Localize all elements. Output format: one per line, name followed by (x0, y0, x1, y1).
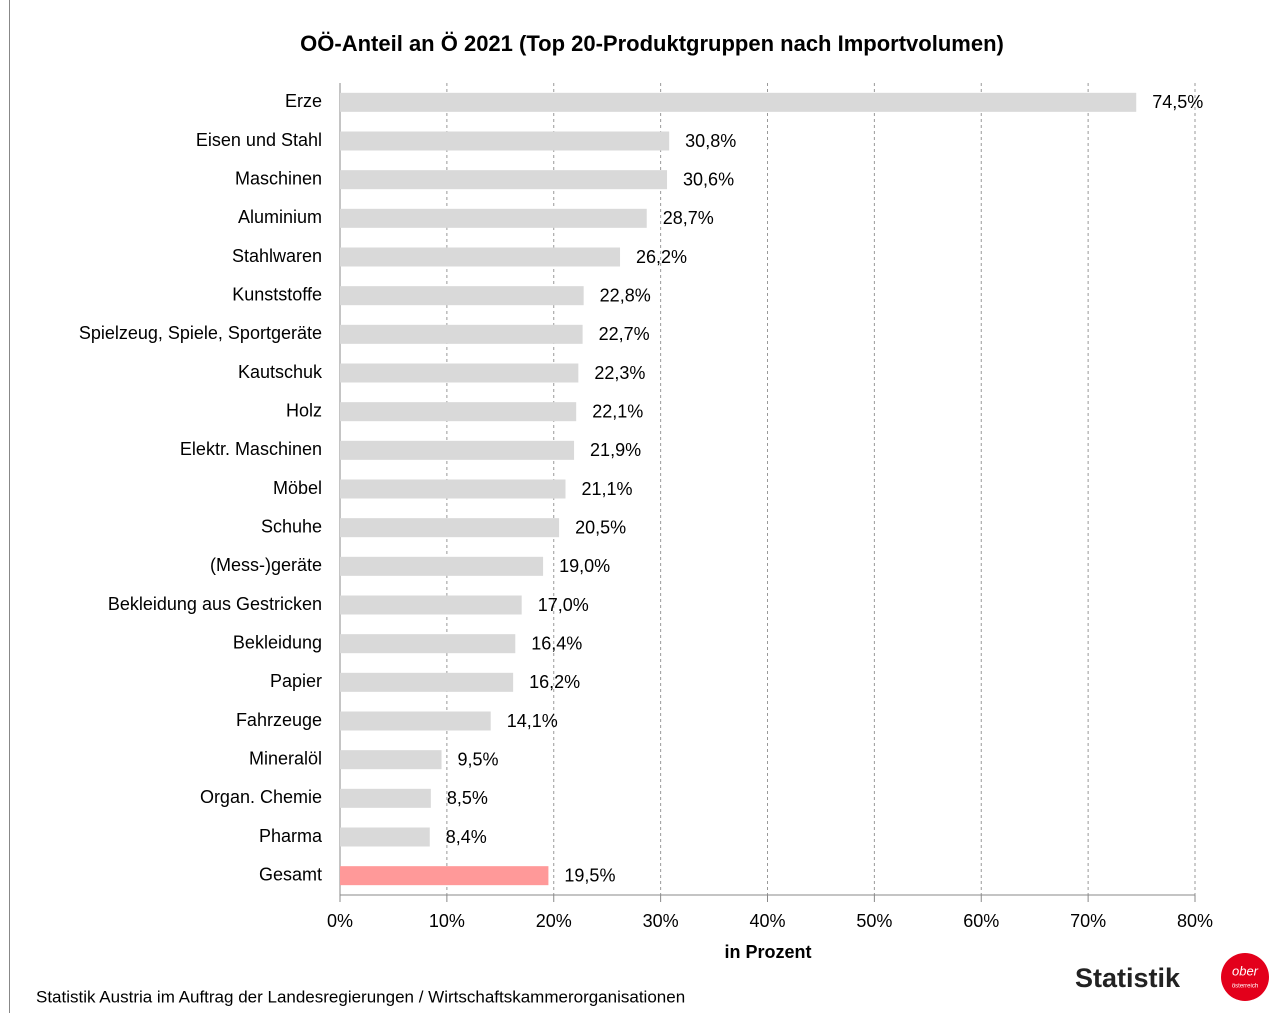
bar (340, 247, 621, 267)
bar (340, 324, 583, 344)
data-label: 19,0% (559, 556, 610, 576)
x-tick-label: 60% (963, 911, 999, 931)
data-label: 9,5% (458, 749, 499, 769)
x-tick-label: 10% (429, 911, 465, 931)
data-label: 22,1% (592, 401, 643, 421)
y-tick-label: Maschinen (235, 168, 322, 188)
data-label: 16,2% (529, 672, 580, 692)
bar (340, 634, 516, 654)
data-label: 14,1% (507, 711, 558, 731)
data-label: 22,7% (599, 324, 650, 344)
data-label: 22,8% (600, 285, 651, 305)
y-tick-label: Kautschuk (238, 362, 323, 382)
data-label: 26,2% (636, 247, 687, 267)
chart-title: OÖ-Anteil an Ö 2021 (Top 20-Produktgrupp… (300, 31, 1004, 56)
bar (340, 788, 431, 808)
y-tick-label: Möbel (273, 478, 322, 498)
y-tick-label: Papier (270, 671, 322, 691)
logo-text: Statistik (1075, 963, 1181, 993)
y-tick-label: Schuhe (261, 516, 322, 536)
bar (340, 363, 579, 383)
data-label: 30,8% (685, 131, 736, 151)
bar (340, 131, 670, 151)
y-tick-label: Organ. Chemie (200, 787, 322, 807)
data-label: 22,3% (594, 363, 645, 383)
bar (340, 402, 577, 422)
bar (340, 208, 647, 228)
bar (340, 286, 584, 306)
bar (340, 595, 522, 615)
y-tick-label: Aluminium (238, 207, 322, 227)
bar (340, 479, 566, 499)
y-tick-label: Pharma (259, 826, 323, 846)
data-label: 20,5% (575, 517, 626, 537)
logo-badge-text: ober (1232, 963, 1259, 978)
bar (340, 866, 549, 886)
source: Statistik Austria im Auftrag der Landesr… (36, 987, 685, 1006)
x-tick-label: 40% (749, 911, 785, 931)
data-label: 8,4% (446, 827, 487, 847)
x-tick-label: 20% (536, 911, 572, 931)
data-label: 74,5% (1152, 92, 1203, 112)
bar (340, 92, 1137, 112)
data-label: 21,1% (582, 479, 633, 499)
y-tick-label: Kunststoffe (232, 284, 322, 304)
bar (340, 827, 430, 847)
data-label: 8,5% (447, 788, 488, 808)
y-tick-label: Stahlwaren (232, 246, 322, 266)
frame (9, 0, 10, 1013)
data-label: 19,5% (564, 865, 615, 885)
y-tick-label: Erze (285, 91, 322, 111)
y-tick-label: Elektr. Maschinen (180, 439, 322, 459)
bar (340, 672, 514, 692)
x-axis-label: in Prozent (724, 942, 811, 962)
logo-badge (1221, 953, 1269, 1001)
y-tick-label: Spielzeug, Spiele, Sportgeräte (79, 323, 322, 343)
y-tick-label: Fahrzeuge (236, 710, 322, 730)
y-tick-label: Bekleidung aus Gestricken (108, 594, 322, 614)
y-tick-label: Eisen und Stahl (196, 130, 322, 150)
x-tick-label: 70% (1070, 911, 1106, 931)
data-label: 16,4% (531, 633, 582, 653)
x-tick-label: 80% (1177, 911, 1213, 931)
y-tick-label: Mineralöl (249, 748, 322, 768)
data-label: 28,7% (663, 208, 714, 228)
data-label: 30,6% (683, 169, 734, 189)
data-label: 21,9% (590, 440, 641, 460)
bar (340, 711, 491, 731)
bar (340, 440, 575, 460)
y-tick-label: Holz (286, 400, 322, 420)
y-tick-label: Gesamt (259, 864, 322, 884)
logo-badge-text: österreich (1232, 984, 1258, 990)
data-label: 17,0% (538, 595, 589, 615)
bar (340, 750, 442, 770)
x-tick-label: 0% (327, 911, 353, 931)
y-tick-label: Bekleidung (233, 632, 322, 652)
bar (340, 170, 668, 190)
x-tick-label: 30% (643, 911, 679, 931)
y-tick-label: (Mess-)geräte (210, 555, 322, 575)
x-tick-label: 50% (856, 911, 892, 931)
bar (340, 518, 560, 538)
bar (340, 556, 544, 576)
